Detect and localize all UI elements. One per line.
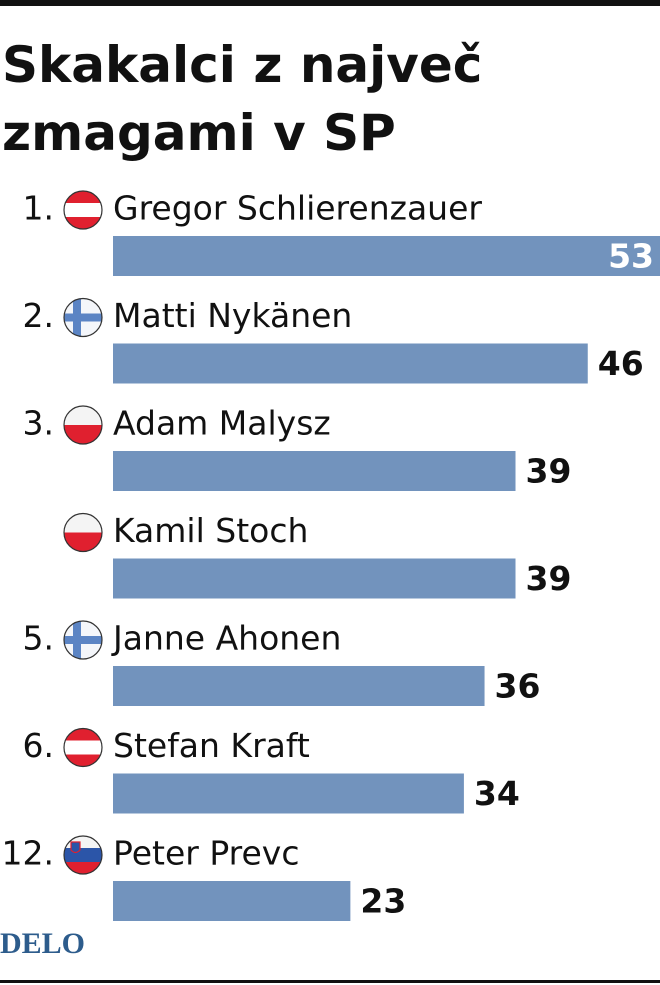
category-label: Gregor Schlierenzauer: [113, 189, 482, 228]
flag: [64, 621, 102, 659]
category-label: Adam Malysz: [113, 404, 331, 443]
flag: [64, 298, 102, 337]
top-rule: [0, 0, 660, 6]
rank-label: 6.: [23, 726, 55, 765]
category-label: Janne Ahonen: [111, 619, 341, 658]
value-label: 36: [495, 667, 541, 706]
bar: [113, 881, 351, 921]
value-label: 39: [526, 559, 572, 598]
chart-title: zmagami v SP: [2, 104, 396, 162]
category-label: Matti Nykänen: [113, 296, 352, 335]
rank-label: 12.: [2, 834, 54, 873]
bar: [113, 451, 516, 491]
rank-label: 3.: [23, 404, 55, 443]
value-label: 46: [598, 344, 644, 383]
flag: [64, 406, 102, 444]
value-label: 39: [526, 452, 572, 491]
source-logo: DELO: [0, 927, 85, 960]
category-label: Peter Prevc: [113, 834, 299, 873]
category-label: Stefan Kraft: [113, 726, 310, 765]
value-label: 23: [360, 882, 406, 921]
category-label: Kamil Stoch: [113, 511, 308, 550]
flag: [64, 191, 102, 229]
flag: [64, 513, 102, 552]
value-label: 53: [608, 237, 654, 276]
rank-label: 2.: [23, 296, 55, 335]
bottom-rule: [0, 980, 660, 983]
bar: [113, 558, 516, 599]
value-label: 34: [474, 774, 520, 813]
bar: [113, 236, 660, 276]
rank-label: 5.: [23, 619, 55, 658]
bar: [113, 773, 464, 814]
chart-title: Skakalci z največ: [2, 36, 482, 94]
flag: [64, 836, 102, 874]
bar: [113, 343, 588, 384]
rank-label: 1.: [23, 189, 55, 228]
bar: [113, 666, 485, 706]
flag-outlines: [63, 190, 103, 875]
flag: [64, 728, 102, 767]
